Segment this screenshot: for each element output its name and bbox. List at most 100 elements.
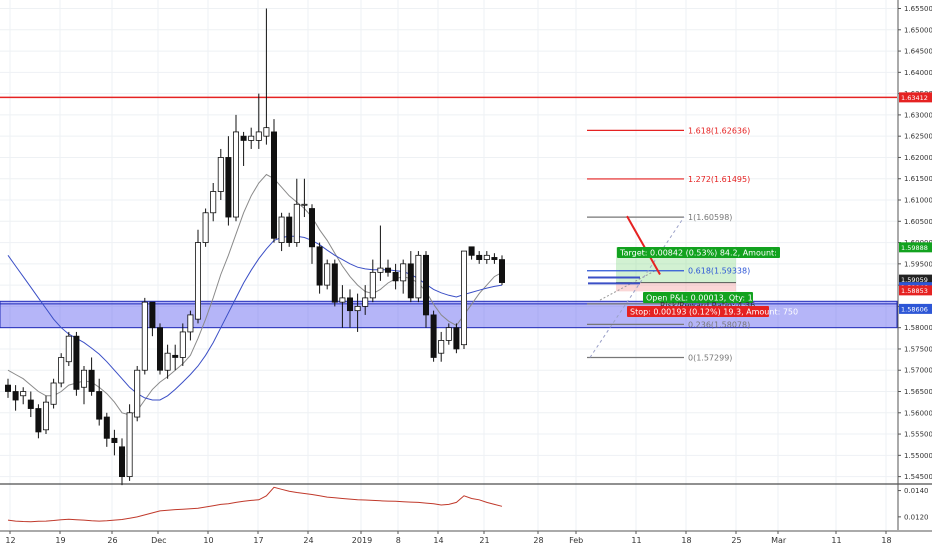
candle-body [293,203,300,243]
candle-body [58,357,65,384]
fib-diagonal [589,216,685,358]
candle-body [126,412,133,478]
candle-body [96,391,103,420]
fib-level-label: 1(1.60598) [688,213,732,222]
candle-body [308,208,315,248]
time-tick-label: 24 [303,536,313,545]
candle-body [156,327,163,371]
price-tick-label: 1.56000 [904,409,932,417]
candle-body [240,135,247,141]
red-trend-line[interactable] [626,215,661,275]
price-tag-label: 1.58853 [901,287,928,295]
time-tick-label: 10 [203,536,213,545]
candle-body [377,267,384,273]
candles [5,8,505,486]
candle-body [225,157,232,218]
fibonacci-tool[interactable]: 1.618(1.62636) 1.272(1.61495) 1(1.60598) 0.… [587,126,750,363]
candle-body [50,382,57,405]
candle-body [210,191,217,214]
price-tick-label: 1.55500 [904,431,932,439]
price-tick-label: 1.58000 [904,324,932,332]
candle-body [172,354,179,358]
indicator-tick-label: 0.0140 [904,487,929,495]
price-tick-label: 1.57500 [904,345,932,353]
pnl-label: Open P&L: 0.00013, Qty: 129533 [646,294,778,303]
price-tags: 1.634121.598881.590591.590461.588531.586… [899,92,932,314]
candle-body [445,327,452,341]
candle-body [65,335,72,363]
candle-body [407,263,414,299]
price-tick-label: 1.63000 [904,111,932,119]
candle-body [354,305,361,312]
price-tick-label: 1.62000 [904,154,932,162]
price-axis[interactable]: 1.655001.650001.645001.640001.635001.630… [897,0,932,530]
candle-body [81,369,88,388]
price-tick-label: 1.65500 [904,5,932,13]
candle-body [141,301,148,371]
position-labels: Target: 0.00842 (0.53%) 84.2, Amount: 20… [617,247,812,317]
candle-body [179,331,186,358]
stop-zone[interactable] [616,282,736,292]
price-tag-box [899,303,932,314]
risk-reward-label: Risk/Reward Ratio: 4.36 [660,301,755,310]
candle-body [339,297,346,303]
position-path [599,269,657,301]
price-tick-label: 1.55000 [904,452,932,460]
price-tick-label: 1.62500 [904,133,932,141]
candle-body [384,267,391,273]
candle-body [324,263,331,286]
price-tick-label: 1.60500 [904,218,932,226]
time-tick-label: 17 [253,536,263,545]
time-axis[interactable]: 12 19 26 Dec 10 17 24 2019 8 14 21 28 Feb 11 18 25 Mar 11… [0,530,932,545]
time-tick-label: 18 [681,536,691,545]
candle-body [498,259,505,283]
trend-lines[interactable] [588,215,661,285]
candle-body [400,263,407,282]
fib-level-label: 0.382(1.58559) [688,300,750,309]
candle-body [316,246,323,286]
candle-body [362,297,369,307]
candle-body [12,391,19,401]
candle-body [438,340,445,354]
pnl-label-box [643,292,753,303]
candle-body [119,446,126,478]
time-tick-label: Dec [151,536,166,545]
price-tag-label: 1.59888 [901,244,928,252]
candle-body [194,242,201,320]
candle-body [149,301,156,329]
fib-level-label: 1.618(1.62636) [688,126,750,135]
price-tag-box [899,242,932,253]
price-tick-label: 1.56500 [904,388,932,396]
price-tag-label: 1.59059 [901,276,928,284]
price-tick-label: 1.61000 [904,197,932,205]
price-tag-label: 1.58606 [901,305,928,313]
candle-body [202,212,209,243]
time-tick-label: 11 [831,536,841,545]
stop-label: Stop: 0.00193 (0.12%) 19.3, Amount: 750 [630,308,798,317]
price-tick-label: 1.61500 [904,175,932,183]
candle-body [111,437,118,443]
price-tag-box [899,274,932,285]
candle-body [278,216,285,243]
candle-body [164,352,171,371]
price-tick-label: 1.65000 [904,26,932,34]
time-tick-label: 12 [5,536,15,545]
candle-body [43,401,50,431]
time-tick-label: 19 [55,536,65,545]
candle-body [73,335,80,390]
fib-level-label: 0(1.57299) [688,354,732,363]
time-tick-label: 14 [433,536,443,545]
grid [0,0,897,530]
price-tick-label: 1.64000 [904,69,932,77]
time-tick-label: 8 [396,536,401,545]
time-tick-label: 28 [533,536,543,545]
time-tick-label: 25 [731,536,741,545]
price-tag-box [899,285,932,296]
candle-body [453,327,460,350]
candle-body [88,369,95,392]
price-tick-label: 1.64500 [904,48,932,56]
candle-body [468,246,475,256]
indicator-pane [0,483,932,532]
price-tag-box [899,92,932,103]
